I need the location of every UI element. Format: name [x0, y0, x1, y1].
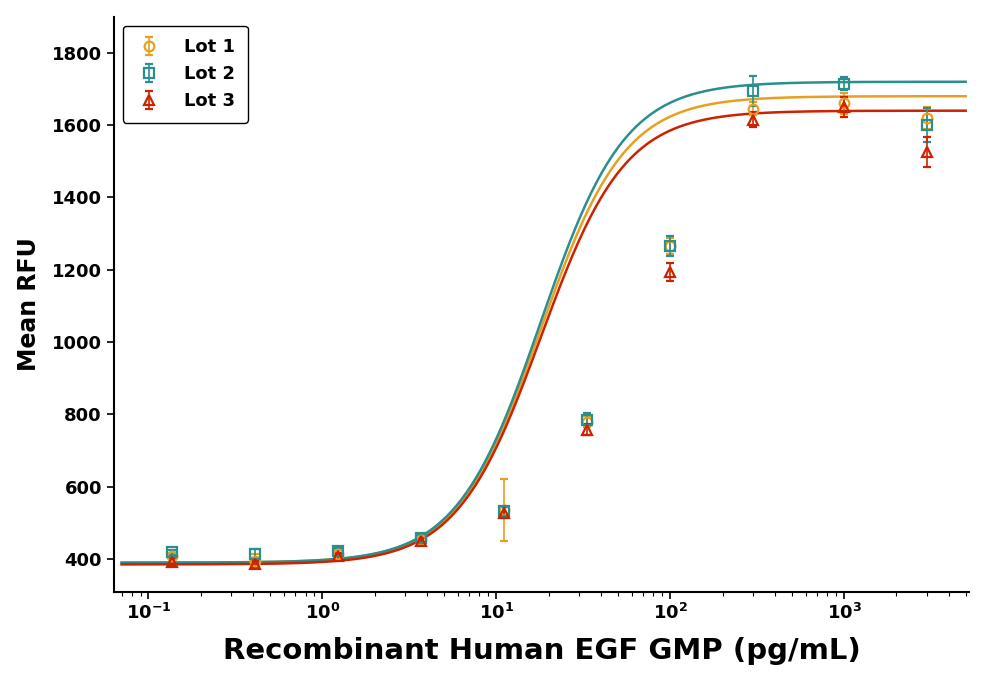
Y-axis label: Mean RFU: Mean RFU: [17, 237, 40, 371]
Legend: Lot 1, Lot 2, Lot 3: Lot 1, Lot 2, Lot 3: [122, 26, 247, 123]
X-axis label: Recombinant Human EGF GMP (pg/mL): Recombinant Human EGF GMP (pg/mL): [223, 638, 861, 666]
